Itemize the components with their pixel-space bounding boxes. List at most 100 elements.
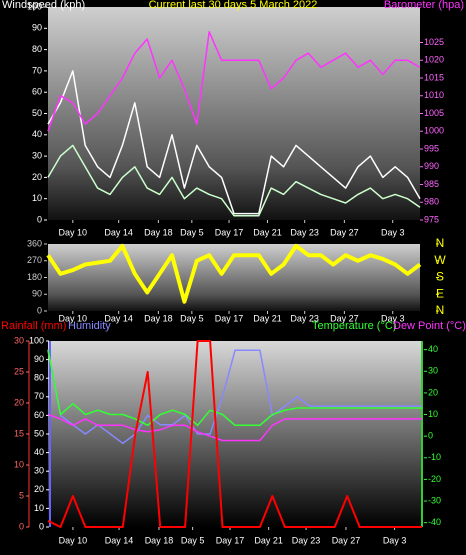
y-tick-label: 20 bbox=[32, 172, 42, 182]
x-tick-label: Day 27 bbox=[330, 227, 359, 237]
x-tick-label: Day 18 bbox=[145, 535, 174, 545]
x-tick-label: Day 5 bbox=[180, 313, 204, 323]
x-tick-label: Day 23 bbox=[290, 227, 319, 237]
y-tick-label: 1025 bbox=[424, 37, 444, 47]
x-tick-label: Day 18 bbox=[144, 227, 173, 237]
y-tick-label: 80 bbox=[32, 44, 42, 54]
y-tick-label: 270 bbox=[27, 255, 42, 265]
y-tick-label: 975 bbox=[424, 214, 439, 224]
plot-area bbox=[48, 7, 420, 220]
y-tick-label: 0 bbox=[428, 431, 433, 441]
x-tick-label: Day 18 bbox=[144, 313, 173, 323]
series-line bbox=[47, 349, 422, 427]
y-tick-label: 20 bbox=[14, 397, 24, 407]
y-tick-label: 30 bbox=[32, 150, 42, 160]
y-tick-label: S bbox=[436, 270, 444, 284]
x-tick-label: Day 5 bbox=[181, 535, 205, 545]
y-tick-label: 15 bbox=[14, 428, 24, 438]
series-line bbox=[47, 70, 421, 215]
y-tick-label: N bbox=[436, 303, 445, 317]
y-tick-label: 30 bbox=[14, 335, 24, 345]
plot-area bbox=[48, 341, 422, 527]
x-tick-label: Day 17 bbox=[215, 227, 244, 237]
y-tick-label: 180 bbox=[27, 272, 42, 282]
legend-label: Rainfall (mm) bbox=[1, 320, 66, 332]
y-tick-label: 20 bbox=[428, 387, 438, 397]
x-tick-label: Day 5 bbox=[180, 227, 204, 237]
x-tick-label: Day 3 bbox=[381, 227, 405, 237]
y-tick-label: 60 bbox=[32, 87, 42, 97]
series-line bbox=[46, 243, 422, 304]
x-tick-label: Day 14 bbox=[104, 313, 133, 323]
series-line bbox=[47, 413, 422, 442]
y-tick-label: 30 bbox=[34, 466, 44, 476]
y-tick-label: 0 bbox=[19, 521, 24, 531]
x-tick-label: Day 14 bbox=[105, 535, 134, 545]
y-tick-label: 60 bbox=[34, 410, 44, 420]
x-tick-label: Day 17 bbox=[215, 313, 244, 323]
x-tick-label: Day 21 bbox=[253, 313, 282, 323]
y-tick-label: 100 bbox=[29, 335, 44, 345]
x-tick-label: Day 23 bbox=[292, 535, 321, 545]
y-tick-label: 50 bbox=[32, 108, 42, 118]
y-tick-label: 10 bbox=[14, 459, 24, 469]
x-tick-label: Day 21 bbox=[253, 227, 282, 237]
legend-label: Temperature (°C) bbox=[312, 320, 396, 332]
y-tick-label: 10 bbox=[428, 409, 438, 419]
y-tick-label: 90 bbox=[32, 23, 42, 33]
y-tick-label: -40 bbox=[428, 517, 441, 527]
x-tick-label: Day 23 bbox=[290, 313, 319, 323]
y-tick-label: 990 bbox=[424, 161, 439, 171]
y-tick-label: 1015 bbox=[424, 72, 444, 82]
x-tick-label: Day 10 bbox=[59, 535, 88, 545]
y-tick-label: 40 bbox=[34, 447, 44, 457]
y-tick-label: 0 bbox=[37, 305, 42, 315]
x-tick-label: Day 14 bbox=[104, 227, 133, 237]
y-tick-label: N bbox=[436, 236, 445, 250]
y-tick-label: 100 bbox=[27, 1, 42, 11]
y-tick-label: 40 bbox=[32, 129, 42, 139]
series-line bbox=[47, 31, 421, 132]
y-tick-label: 0 bbox=[39, 521, 44, 531]
y-tick-label: 20 bbox=[34, 484, 44, 494]
y-tick-label: 70 bbox=[32, 65, 42, 75]
x-tick-label: Day 3 bbox=[381, 313, 405, 323]
y-tick-label: 40 bbox=[428, 344, 438, 354]
y-tick-label: 995 bbox=[424, 143, 439, 153]
x-tick-label: Day 17 bbox=[216, 535, 245, 545]
y-tick-label: 10 bbox=[34, 503, 44, 513]
y-tick-label: -30 bbox=[428, 495, 441, 505]
x-tick-label: Day 10 bbox=[59, 227, 88, 237]
y-tick-label: 90 bbox=[34, 354, 44, 364]
y-tick-label: 80 bbox=[34, 373, 44, 383]
y-tick-label: 1010 bbox=[424, 90, 444, 100]
y-tick-label: 70 bbox=[34, 391, 44, 401]
y-tick-label: 90 bbox=[32, 289, 42, 299]
x-tick-label: Day 27 bbox=[330, 313, 359, 323]
y-tick-label: E bbox=[436, 286, 444, 300]
y-tick-label: 985 bbox=[424, 179, 439, 189]
series-line bbox=[47, 144, 421, 217]
x-tick-label: Day 10 bbox=[59, 313, 88, 323]
y-tick-label: 5 bbox=[19, 490, 24, 500]
y-tick-label: 0 bbox=[37, 214, 42, 224]
legend-label: Dew Point (°C) bbox=[393, 320, 466, 332]
y-tick-label: 10 bbox=[32, 193, 42, 203]
y-tick-label: -20 bbox=[428, 474, 441, 484]
y-tick-label: 1000 bbox=[424, 126, 444, 136]
legend-label: Windspeed (kph) bbox=[2, 0, 85, 11]
y-tick-label: 1020 bbox=[424, 55, 444, 65]
chart-title: Current last 30 days 5 March 2022 bbox=[149, 0, 318, 11]
series-line bbox=[47, 340, 422, 528]
legend-label: Humidity bbox=[68, 320, 111, 332]
y-tick-label: W bbox=[434, 253, 446, 267]
y-tick-label: 50 bbox=[34, 428, 44, 438]
y-tick-label: 1005 bbox=[424, 108, 444, 118]
series-line bbox=[47, 349, 422, 445]
legend-label: Barometer (hpa) bbox=[384, 0, 464, 11]
x-tick-label: Day 27 bbox=[332, 535, 361, 545]
y-tick-label: 25 bbox=[14, 366, 24, 376]
y-tick-label: 30 bbox=[428, 366, 438, 376]
x-tick-label: Day 21 bbox=[254, 535, 283, 545]
